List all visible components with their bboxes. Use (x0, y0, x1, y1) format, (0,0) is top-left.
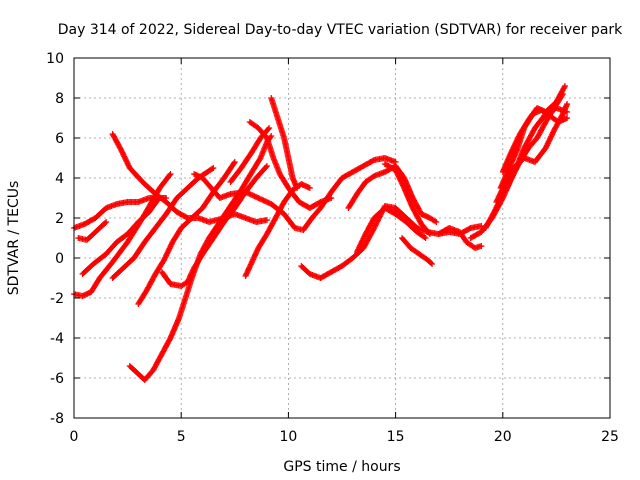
y-tick-label: 4 (55, 171, 64, 187)
series-track-20 (435, 225, 485, 251)
series-track-16 (345, 163, 440, 225)
x-tick-label: 5 (177, 429, 186, 445)
series-track-14 (227, 125, 273, 185)
y-tick-label: 6 (55, 131, 64, 147)
series-track-15 (298, 203, 485, 281)
x-tick-label: 15 (387, 429, 405, 445)
data-point-marker (422, 235, 429, 241)
y-tick-label: -6 (50, 371, 64, 387)
y-tick-label: 0 (55, 251, 64, 267)
data-point-marker (478, 243, 485, 249)
y-tick-label: 10 (46, 51, 64, 67)
x-tick-label: 10 (279, 429, 297, 445)
x-tick-label: 25 (601, 429, 619, 445)
data-point-marker (421, 234, 428, 241)
data-point-marker (561, 83, 568, 89)
data-point-marker (210, 165, 217, 171)
series-track-4 (75, 219, 110, 243)
y-tick-label: -2 (50, 291, 64, 307)
data-point-marker (231, 159, 238, 165)
x-tick-label: 20 (494, 429, 512, 445)
data-point-marker (102, 220, 109, 226)
y-tick-label: 2 (55, 211, 64, 227)
data-point-marker (263, 163, 270, 169)
data-point-marker (426, 231, 433, 237)
series-track-7 (135, 159, 238, 307)
data-point-marker (266, 125, 273, 131)
x-tick-label: 0 (70, 429, 79, 445)
data-points (71, 83, 571, 383)
chart-title: Day 314 of 2022, Sidereal Day-to-day VTE… (58, 22, 623, 38)
y-tick-label: -8 (50, 411, 64, 427)
data-point-marker (231, 160, 238, 167)
series-track-12 (268, 95, 300, 191)
data-point-marker (154, 197, 161, 203)
data-point-marker (429, 261, 436, 267)
data-point-marker (328, 195, 335, 201)
data-point-marker (293, 185, 300, 191)
y-tick-label: -4 (50, 331, 64, 347)
y-axis-label: SDTVAR / TECUs (6, 181, 22, 296)
data-point-marker (209, 165, 216, 172)
data-point-marker (427, 260, 434, 266)
series-track-6 (79, 197, 161, 277)
data-point-marker (263, 217, 270, 223)
data-point-marker (167, 171, 174, 177)
series-track-18 (381, 161, 433, 237)
data-point-marker (153, 198, 160, 205)
data-point-marker (561, 84, 568, 91)
x-axis-label: GPS time / hours (283, 459, 400, 475)
plot-frame (73, 57, 611, 419)
data-point-marker (432, 218, 439, 225)
data-point-marker (265, 126, 272, 133)
series-track-19 (399, 235, 436, 267)
data-point-marker (103, 219, 110, 225)
data-point-marker (564, 115, 571, 121)
data-point-marker (166, 172, 173, 179)
data-point-marker (433, 219, 440, 225)
data-point-marker (268, 133, 275, 139)
data-point-marker (564, 101, 571, 107)
series-track-25 (499, 83, 568, 175)
data-point-marker (306, 185, 313, 191)
axis-ticks: 0 5 10 15 20 25 -8 -6 -4 -2 0 2 4 6 8 10 (46, 51, 619, 445)
data-point-marker (262, 164, 269, 171)
y-tick-label: 8 (55, 91, 64, 107)
series-track-17 (354, 205, 429, 255)
data-point-marker (425, 229, 432, 236)
